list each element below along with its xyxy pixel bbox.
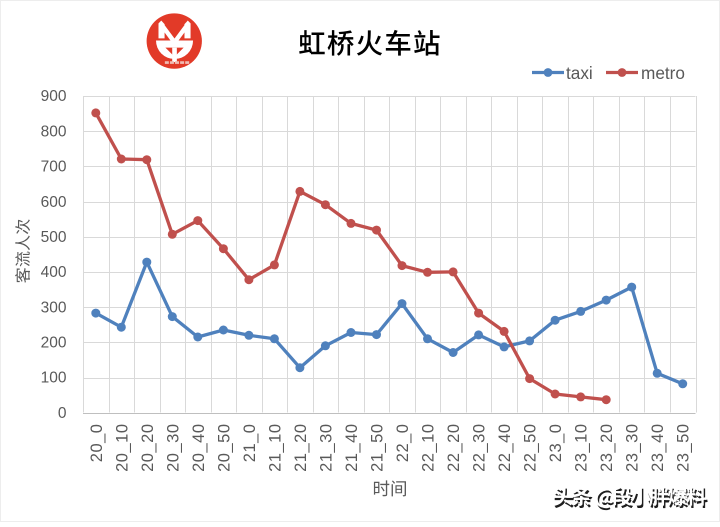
svg-text:300: 300 — [41, 299, 67, 316]
svg-text:20_30: 20_30 — [164, 424, 182, 472]
svg-text:taxi: taxi — [566, 63, 593, 83]
svg-text:900: 900 — [41, 88, 67, 105]
svg-text:22_10: 22_10 — [420, 424, 438, 472]
svg-text:23_40: 23_40 — [649, 424, 667, 472]
svg-text:20_20: 20_20 — [139, 424, 157, 472]
svg-text:20_50: 20_50 — [215, 424, 233, 472]
svg-text:22_40: 22_40 — [496, 424, 514, 472]
svg-text:600: 600 — [41, 194, 67, 211]
svg-text:23_0: 23_0 — [547, 424, 565, 463]
svg-text:23_20: 23_20 — [598, 424, 616, 472]
svg-text:22_20: 22_20 — [445, 424, 463, 472]
svg-text:100: 100 — [41, 370, 67, 387]
svg-text:22_50: 22_50 — [522, 424, 540, 472]
svg-text:700: 700 — [41, 159, 67, 176]
svg-text:20_40: 20_40 — [190, 424, 208, 472]
svg-text:400: 400 — [41, 264, 67, 281]
svg-text:0: 0 — [58, 405, 67, 422]
svg-text:200: 200 — [41, 335, 67, 352]
svg-text:20_0: 20_0 — [88, 424, 106, 463]
svg-text:21_30: 21_30 — [317, 424, 335, 472]
svg-text:22_30: 22_30 — [471, 424, 489, 472]
svg-text:21_50: 21_50 — [369, 424, 387, 472]
svg-text:21_40: 21_40 — [343, 424, 361, 472]
svg-text:20_10: 20_10 — [113, 424, 131, 472]
svg-text:23_50: 23_50 — [675, 424, 693, 472]
svg-text:22_0: 22_0 — [394, 424, 412, 463]
svg-text:23_10: 23_10 — [573, 424, 591, 472]
svg-text:500: 500 — [41, 229, 67, 246]
svg-text:21_10: 21_10 — [266, 424, 284, 472]
svg-text:21_0: 21_0 — [241, 424, 259, 463]
svg-text:metro: metro — [641, 63, 685, 83]
svg-text:21_20: 21_20 — [292, 424, 310, 472]
svg-text:23_30: 23_30 — [624, 424, 642, 472]
svg-text:800: 800 — [41, 123, 67, 140]
